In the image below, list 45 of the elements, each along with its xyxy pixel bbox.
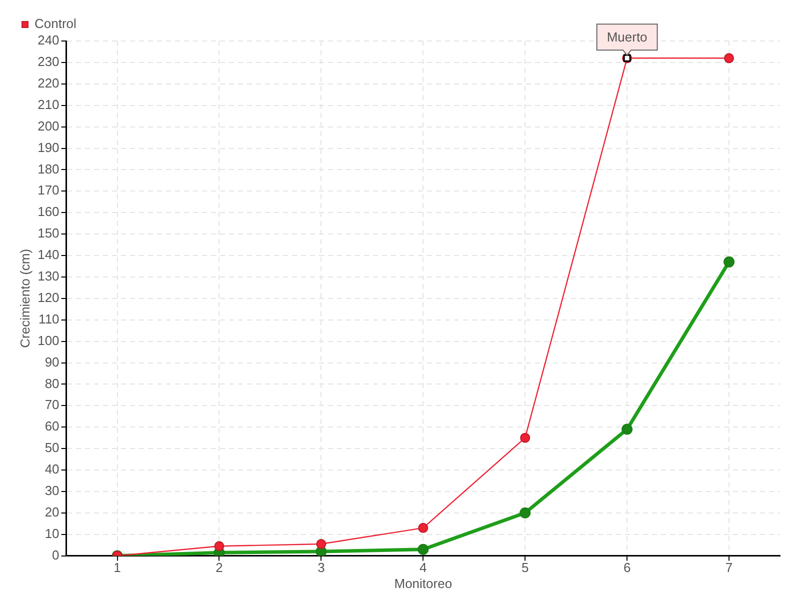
- point: [724, 256, 735, 268]
- y-tick-label: 140: [38, 247, 60, 262]
- y-tick-label: 180: [38, 161, 60, 176]
- y-tick-label: 160: [38, 204, 60, 220]
- y-tick-label: 100: [38, 332, 60, 348]
- y-tick-label: 190: [38, 140, 60, 155]
- y-tick-label: 240: [38, 32, 60, 48]
- x-tick-label: 6: [623, 560, 631, 576]
- y-tick-label: 210: [38, 96, 60, 112]
- x-tick-label: 7: [725, 560, 733, 576]
- y-tick-label: 0: [52, 547, 60, 562]
- annotation: Muerto: [606, 30, 648, 45]
- legend-label: Control: [34, 16, 77, 32]
- x-tick-label: 5: [521, 560, 529, 576]
- y-tick-label: 90: [44, 354, 60, 370]
- x-tick-label: 3: [318, 560, 325, 576]
- y-tick-label: 20: [44, 504, 60, 520]
- point: [418, 522, 428, 533]
- x-axis-title: Monitoreo: [394, 576, 452, 591]
- y-axis-title: Crecimiento (cm): [17, 248, 32, 348]
- y-tick-label: 150: [38, 226, 60, 241]
- y-tick-label: 120: [38, 290, 60, 305]
- point: [520, 432, 530, 443]
- y-tick-label: 230: [38, 54, 60, 70]
- y-tick-label: 40: [44, 462, 60, 477]
- y-tick-label: 130: [38, 268, 60, 284]
- y-tick-label: 110: [38, 311, 60, 326]
- y-tick-label: 10: [44, 526, 60, 541]
- y-tick-label: 70: [44, 397, 60, 412]
- point: [622, 424, 633, 435]
- y-tick-label: 200: [38, 118, 60, 134]
- x-tick-label: 4: [420, 560, 427, 576]
- point: [418, 544, 429, 555]
- x-tick-label: 2: [216, 560, 223, 576]
- point: [214, 541, 224, 552]
- y-tick-label: 60: [44, 418, 60, 434]
- y-tick-label: 220: [38, 75, 60, 90]
- x-tick-label: 1: [114, 560, 121, 576]
- y-tick-label: 170: [38, 182, 60, 198]
- y-tick-label: 50: [44, 440, 60, 456]
- point: [520, 507, 531, 518]
- y-tick-label: 80: [44, 376, 60, 391]
- point: [316, 539, 326, 550]
- y-tick-label: 30: [44, 483, 60, 498]
- point: [724, 53, 734, 64]
